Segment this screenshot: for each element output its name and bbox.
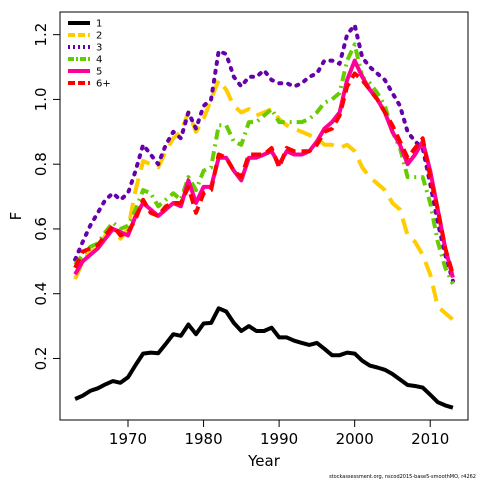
y-axis-title: F xyxy=(7,212,25,221)
y-tick-label-0.8: 0.8 xyxy=(32,152,50,176)
y-tick-label-1.0: 1.0 xyxy=(32,87,50,111)
series-line-3 xyxy=(73,23,455,283)
series-layer xyxy=(73,23,455,410)
x-axis-title: Year xyxy=(247,452,281,470)
y-axis: 0.2 0.4 0.6 0.8 1.0 1.2 xyxy=(32,23,60,371)
legend-label-4: 4 xyxy=(96,55,102,66)
series-line-5 xyxy=(73,58,455,279)
x-tick-label-2010: 2010 xyxy=(411,430,449,448)
legend-label-2: 2 xyxy=(96,31,102,42)
series-line-4 xyxy=(73,42,455,285)
x-tick-label-1990: 1990 xyxy=(260,430,298,448)
legend-label-6plus: 6+ xyxy=(96,79,111,90)
series-line-6plus xyxy=(73,71,455,275)
legend-label-3: 3 xyxy=(96,43,102,54)
x-tick-label-1970: 1970 xyxy=(109,430,147,448)
legend-label-1: 1 xyxy=(96,19,102,30)
x-tick-label-1980: 1980 xyxy=(184,430,222,448)
legend-label-5: 5 xyxy=(96,67,102,78)
series-line-1 xyxy=(74,306,454,410)
y-tick-label-0.2: 0.2 xyxy=(32,347,50,371)
plot-frame xyxy=(59,11,469,421)
x-axis: 1970 1980 1990 2000 2010 xyxy=(109,420,449,448)
footnote: stockassessment.org, nscod2015-base5-smo… xyxy=(329,474,476,480)
y-tick-label-0.6: 0.6 xyxy=(32,217,50,241)
series-line-2 xyxy=(73,78,455,322)
x-tick-label-2000: 2000 xyxy=(336,430,374,448)
y-tick-label-1.2: 1.2 xyxy=(32,23,50,47)
y-tick-label-0.4: 0.4 xyxy=(32,282,50,306)
